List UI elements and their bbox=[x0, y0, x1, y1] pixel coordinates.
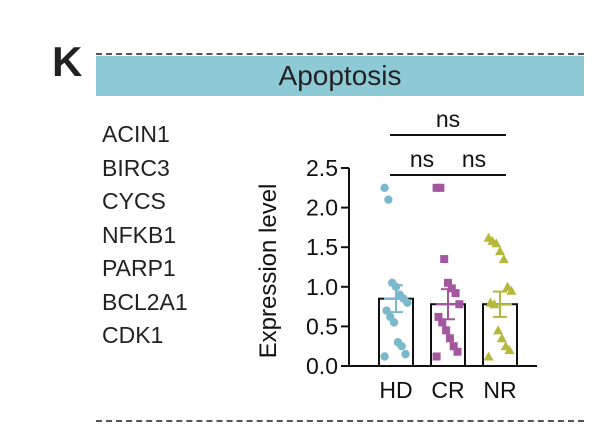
data-point bbox=[442, 326, 451, 335]
data-point bbox=[449, 342, 458, 351]
x-tick-label-nr: NR bbox=[483, 377, 516, 403]
data-point bbox=[386, 312, 395, 322]
significance-label: ns bbox=[436, 106, 460, 132]
data-point bbox=[382, 306, 391, 315]
gene-item: PARP1 bbox=[102, 255, 176, 281]
data-point bbox=[498, 254, 509, 264]
banner-title: Apoptosis bbox=[278, 60, 402, 91]
data-point bbox=[384, 195, 393, 204]
data-point bbox=[453, 347, 462, 356]
data-point bbox=[445, 334, 454, 343]
data-point bbox=[451, 289, 460, 298]
data-point bbox=[495, 246, 505, 256]
gene-item: NFKB1 bbox=[102, 221, 177, 248]
data-point bbox=[434, 312, 443, 321]
x-tick-label-hd: HD bbox=[379, 377, 412, 403]
gene-item: CDK1 bbox=[102, 322, 164, 348]
x-tick-label-cr: CR bbox=[431, 377, 464, 403]
data-point bbox=[401, 349, 410, 359]
gene-item: BCL2A1 bbox=[102, 288, 188, 315]
y-tick-label: 2.5 bbox=[306, 155, 338, 181]
data-point bbox=[380, 183, 389, 192]
y-tick-label: 0.0 bbox=[306, 353, 338, 379]
gene-item: ACIN1 bbox=[102, 121, 170, 147]
y-tick-label: 0.5 bbox=[306, 313, 338, 339]
y-axis-label: Expression level bbox=[255, 184, 282, 359]
apoptosis-banner: Apoptosis bbox=[96, 56, 584, 96]
significance-label: ns bbox=[410, 146, 434, 172]
gene-item: BIRC3 bbox=[102, 154, 170, 181]
data-point bbox=[438, 318, 447, 327]
data-point bbox=[502, 281, 513, 291]
data-point bbox=[500, 341, 511, 351]
data-point bbox=[432, 352, 441, 361]
y-tick-label: 1.5 bbox=[306, 234, 338, 260]
data-point bbox=[395, 290, 404, 299]
significance-label: ns bbox=[462, 146, 486, 172]
bottom-dashed-divider bbox=[96, 420, 584, 422]
y-tick-label: 2.0 bbox=[306, 195, 338, 221]
data-point bbox=[444, 278, 452, 287]
data-point bbox=[483, 232, 494, 242]
data-point bbox=[432, 183, 441, 192]
gene-item: CYCS bbox=[102, 188, 166, 214]
data-point bbox=[496, 333, 507, 343]
data-point bbox=[493, 325, 504, 335]
data-point bbox=[380, 352, 389, 361]
data-point bbox=[393, 338, 403, 347]
gene-list: ACIN1 BIRC3 CYCS NFKB1 PARP1 BCL2A1 CDK1 bbox=[102, 118, 188, 353]
top-dashed-divider bbox=[96, 53, 584, 55]
data-point bbox=[440, 255, 449, 264]
panel-label: K bbox=[52, 38, 83, 85]
y-tick-label: 1.0 bbox=[306, 274, 338, 300]
data-point bbox=[483, 351, 494, 361]
